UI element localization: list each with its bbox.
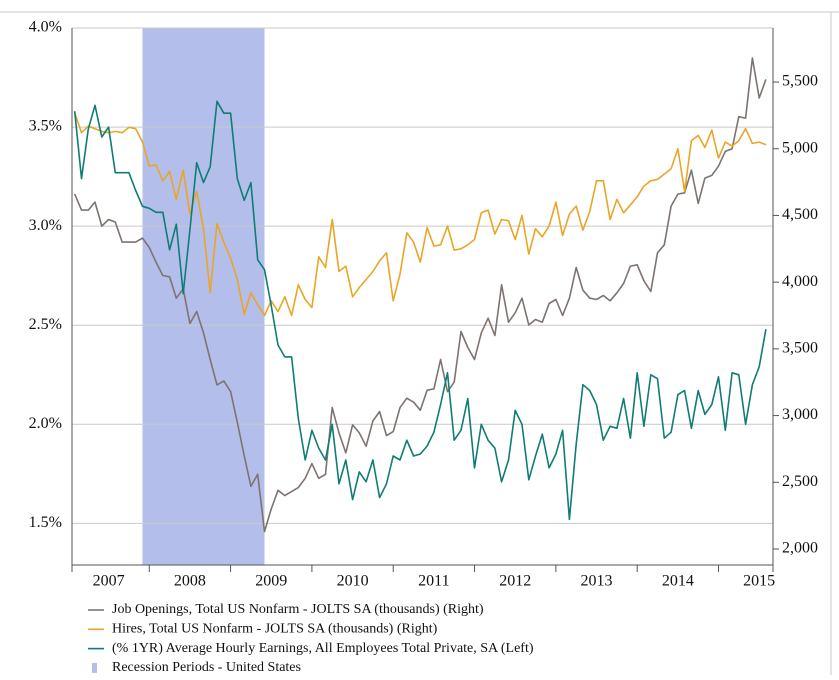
- series-line: [73, 57, 767, 533]
- legend-label: Job Openings, Total US Nonfarm - JOLTS S…: [112, 602, 484, 617]
- y2-tick-label: 2,500: [782, 473, 818, 490]
- x-tick-label: 2012: [499, 573, 531, 590]
- x-tick-label: 2014: [662, 573, 694, 590]
- y2-tick-label: 4,000: [782, 273, 818, 290]
- x-tick-label: 2007: [93, 573, 125, 590]
- legend-label: Recession Periods - United States: [112, 660, 301, 675]
- y-tick-label: 4.0%: [29, 19, 62, 36]
- y2-tick-label: 3,000: [782, 406, 818, 423]
- legend-label: Hires, Total US Nonfarm - JOLTS SA (thou…: [112, 622, 438, 637]
- y2-tick-label: 2,000: [782, 540, 818, 557]
- x-tick-label: 2013: [581, 573, 613, 590]
- y2-tick-label: 3,500: [782, 340, 818, 357]
- x-tick-label: 2008: [174, 573, 206, 590]
- x-tick-label: 2011: [418, 573, 449, 590]
- series-line: [73, 100, 767, 521]
- y-tick-label: 3.0%: [29, 217, 62, 234]
- series-line: [73, 112, 767, 317]
- legend-swatch: [92, 662, 97, 673]
- x-tick-label: 2010: [337, 573, 369, 590]
- x-tick-label: 2015: [743, 573, 775, 590]
- y2-tick-label: 5,500: [782, 73, 818, 90]
- y2-tick-label: 4,500: [782, 206, 818, 223]
- x-tick-label: 2009: [255, 573, 287, 590]
- recession-band: [142, 28, 265, 565]
- y-tick-label: 2.5%: [29, 316, 62, 333]
- y-tick-label: 1.5%: [29, 514, 62, 531]
- y-tick-label: 2.0%: [29, 415, 62, 432]
- y-tick-label: 3.5%: [29, 118, 62, 135]
- y2-tick-label: 5,000: [782, 139, 818, 156]
- legend-label: (% 1YR) Average Hourly Earnings, All Emp…: [112, 641, 534, 656]
